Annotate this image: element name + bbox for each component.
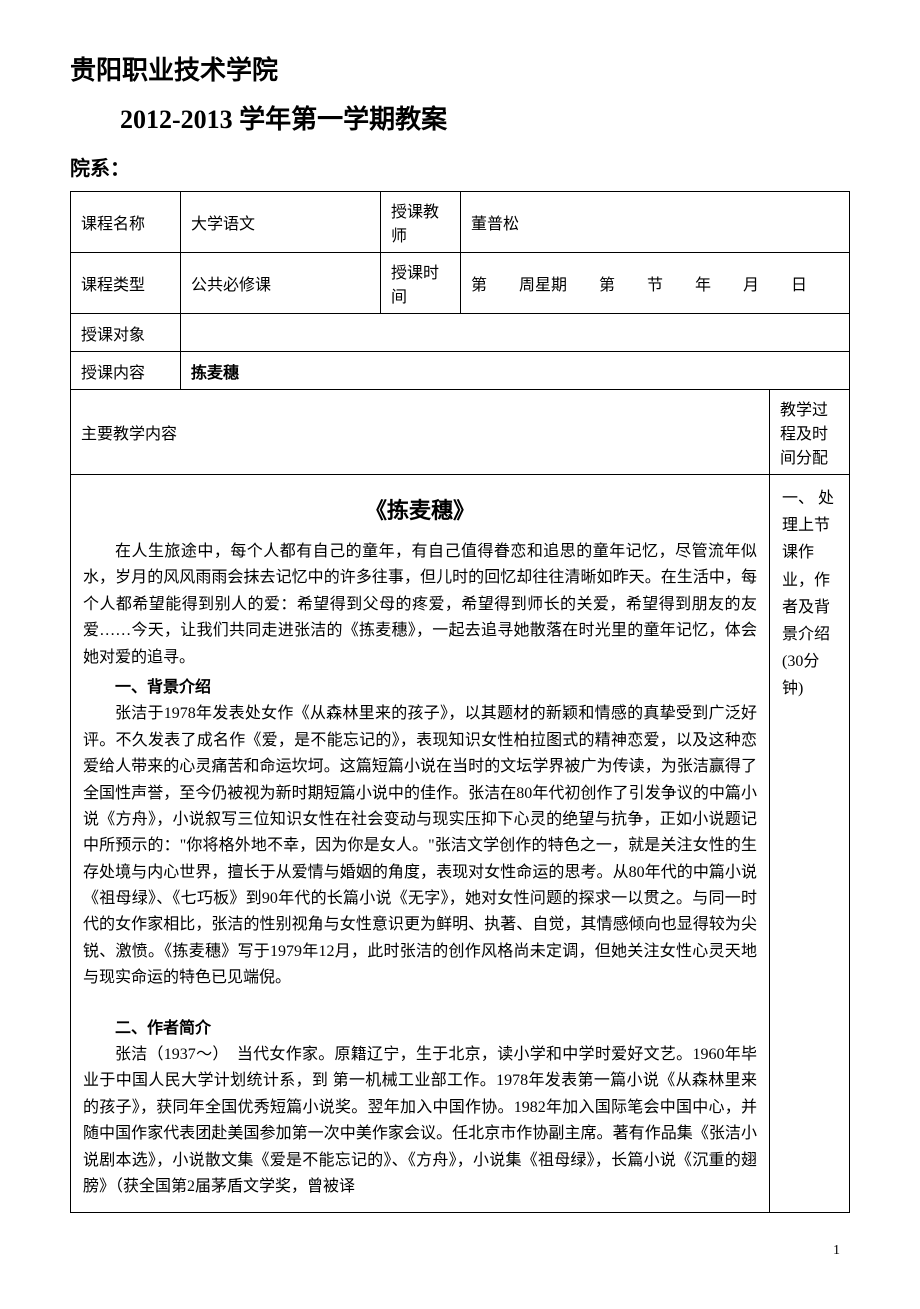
course-type-label: 课程类型 — [71, 253, 181, 314]
section1-body: 张洁于1978年发表处女作《从森林里来的孩子》，以其题材的新颖和情感的真挚受到广… — [83, 701, 757, 991]
body-table: 《拣麦穗》 在人生旅途中，每个人都有自己的童年，有自己值得眷恋和追思的童年记忆，… — [70, 475, 850, 1213]
sidebar-item: 一、 处理上节课作业，作者及背景介绍(30分钟) — [782, 485, 837, 703]
teacher-label: 授课教师 — [381, 192, 461, 253]
intro-paragraph: 在人生旅途中，每个人都有自己的童年，有自己值得眷恋和追思的童年记忆，尽管流年似水… — [83, 539, 757, 671]
section1-heading: 一、背景介绍 — [83, 675, 757, 701]
topic-value: 拣麦穗 — [181, 352, 850, 390]
main-content-cell: 《拣麦穗》 在人生旅途中，每个人都有自己的童年，有自己值得眷恋和追思的童年记忆，… — [71, 475, 770, 1213]
course-name-label: 课程名称 — [71, 192, 181, 253]
institution-title: 贵阳职业技术学院 — [70, 50, 850, 87]
main-content-label: 主要教学内容 — [71, 390, 770, 475]
lesson-title: 《拣麦穗》 — [83, 493, 757, 525]
time-value: 第 周星期 第 节 年 月 日 — [461, 253, 850, 314]
course-name-value: 大学语文 — [181, 192, 381, 253]
sidebar-number: 一、 — [782, 490, 814, 507]
time-label: 授课时间 — [381, 253, 461, 314]
content-header-table: 主要教学内容 教学过程及时间分配 — [70, 390, 850, 475]
sidebar-text: 处理上节课作业，作者及背景介绍(30分钟) — [782, 490, 834, 697]
metadata-table: 课程名称 大学语文 授课教师 董普松 课程类型 公共必修课 授课时间 第 周星期… — [70, 191, 850, 390]
section2-heading: 二、作者简介 — [83, 1016, 757, 1042]
audience-label: 授课对象 — [71, 314, 181, 352]
page-number: 1 — [70, 1243, 850, 1259]
audience-value — [181, 314, 850, 352]
course-type-value: 公共必修课 — [181, 253, 381, 314]
sidebar-cell: 一、 处理上节课作业，作者及背景介绍(30分钟) — [770, 475, 850, 1213]
teacher-value: 董普松 — [461, 192, 850, 253]
department-label: 院系： — [70, 152, 850, 181]
section2-body: 张洁（1937～） 当代女作家。原籍辽宁，生于北京，读小学和中学时爱好文艺。19… — [83, 1042, 757, 1200]
document-subtitle: 2012-2013 学年第一学期教案 — [70, 99, 850, 136]
topic-label: 授课内容 — [71, 352, 181, 390]
process-time-label: 教学过程及时间分配 — [770, 390, 850, 475]
